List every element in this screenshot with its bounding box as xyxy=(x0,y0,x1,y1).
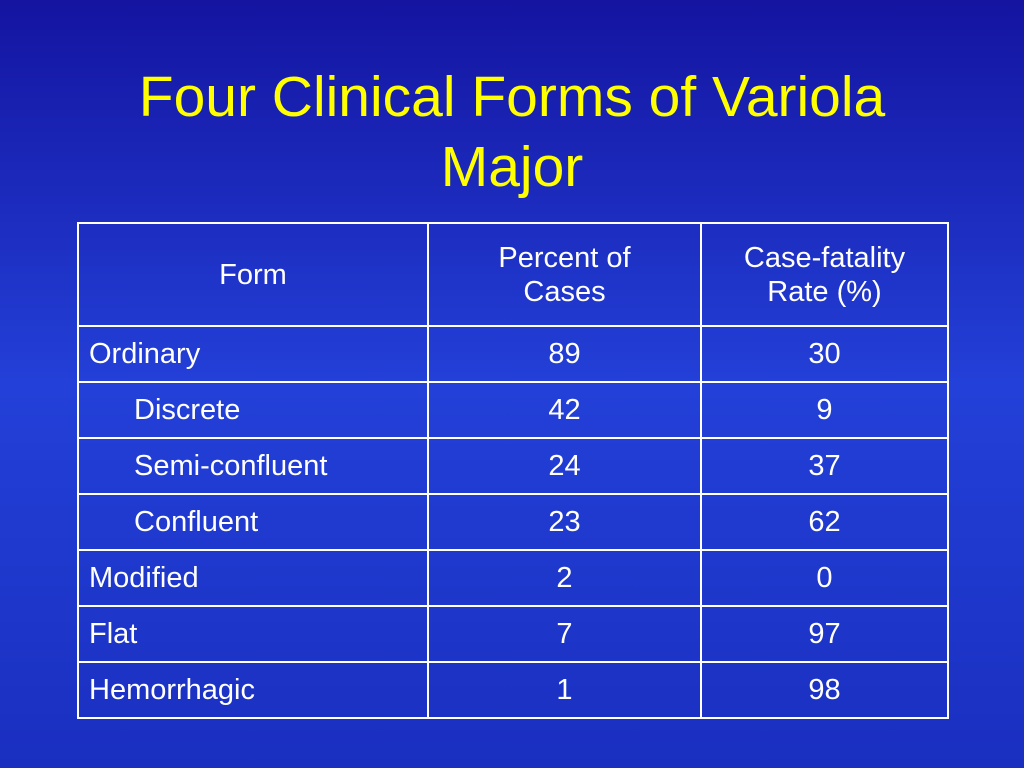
header-cell: Form xyxy=(77,222,429,327)
form-cell: Ordinary xyxy=(77,325,429,383)
value-cell: 9 xyxy=(700,381,949,439)
value-cell: 30 xyxy=(700,325,949,383)
value-cell: 7 xyxy=(427,605,702,663)
value-cell: 2 xyxy=(427,549,702,607)
value-cell: 0 xyxy=(700,549,949,607)
value-cell: 42 xyxy=(427,381,702,439)
table-row: Ordinary 89 30 xyxy=(77,325,949,383)
header-cell: Percent of Cases xyxy=(427,222,702,327)
form-cell: Confluent xyxy=(77,493,429,551)
header-row: Form Percent of Cases Case-fatality Rate… xyxy=(77,222,949,327)
table-row: Hemorrhagic 1 98 xyxy=(77,661,949,719)
value-cell: 1 xyxy=(427,661,702,719)
slide-title: Four Clinical Forms of Variola Major xyxy=(138,65,886,199)
value-cell: 89 xyxy=(427,325,702,383)
value-cell: 23 xyxy=(427,493,702,551)
header-cell: Case-fatality Rate (%) xyxy=(700,222,949,327)
table-row: Discrete 42 9 xyxy=(77,381,949,439)
data-table: Form Percent of Cases Case-fatality Rate… xyxy=(77,222,949,719)
form-cell: Flat xyxy=(77,605,429,663)
value-cell: 97 xyxy=(700,605,949,663)
form-cell: Hemorrhagic xyxy=(77,661,429,719)
table-row: Confluent 23 62 xyxy=(77,493,949,551)
form-cell: Modified xyxy=(77,549,429,607)
value-cell: 98 xyxy=(700,661,949,719)
table-row: Modified 2 0 xyxy=(77,549,949,607)
value-cell: 24 xyxy=(427,437,702,495)
table-row: Flat 7 97 xyxy=(77,605,949,663)
value-cell: 62 xyxy=(700,493,949,551)
form-cell: Semi-confluent xyxy=(77,437,429,495)
value-cell: 37 xyxy=(700,437,949,495)
form-cell: Discrete xyxy=(77,381,429,439)
table-row: Semi-confluent 24 37 xyxy=(77,437,949,495)
